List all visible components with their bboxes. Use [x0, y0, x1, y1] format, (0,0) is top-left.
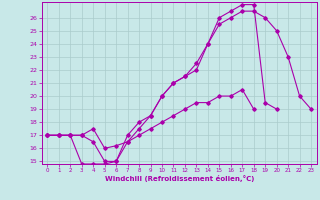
X-axis label: Windchill (Refroidissement éolien,°C): Windchill (Refroidissement éolien,°C) — [105, 175, 254, 182]
